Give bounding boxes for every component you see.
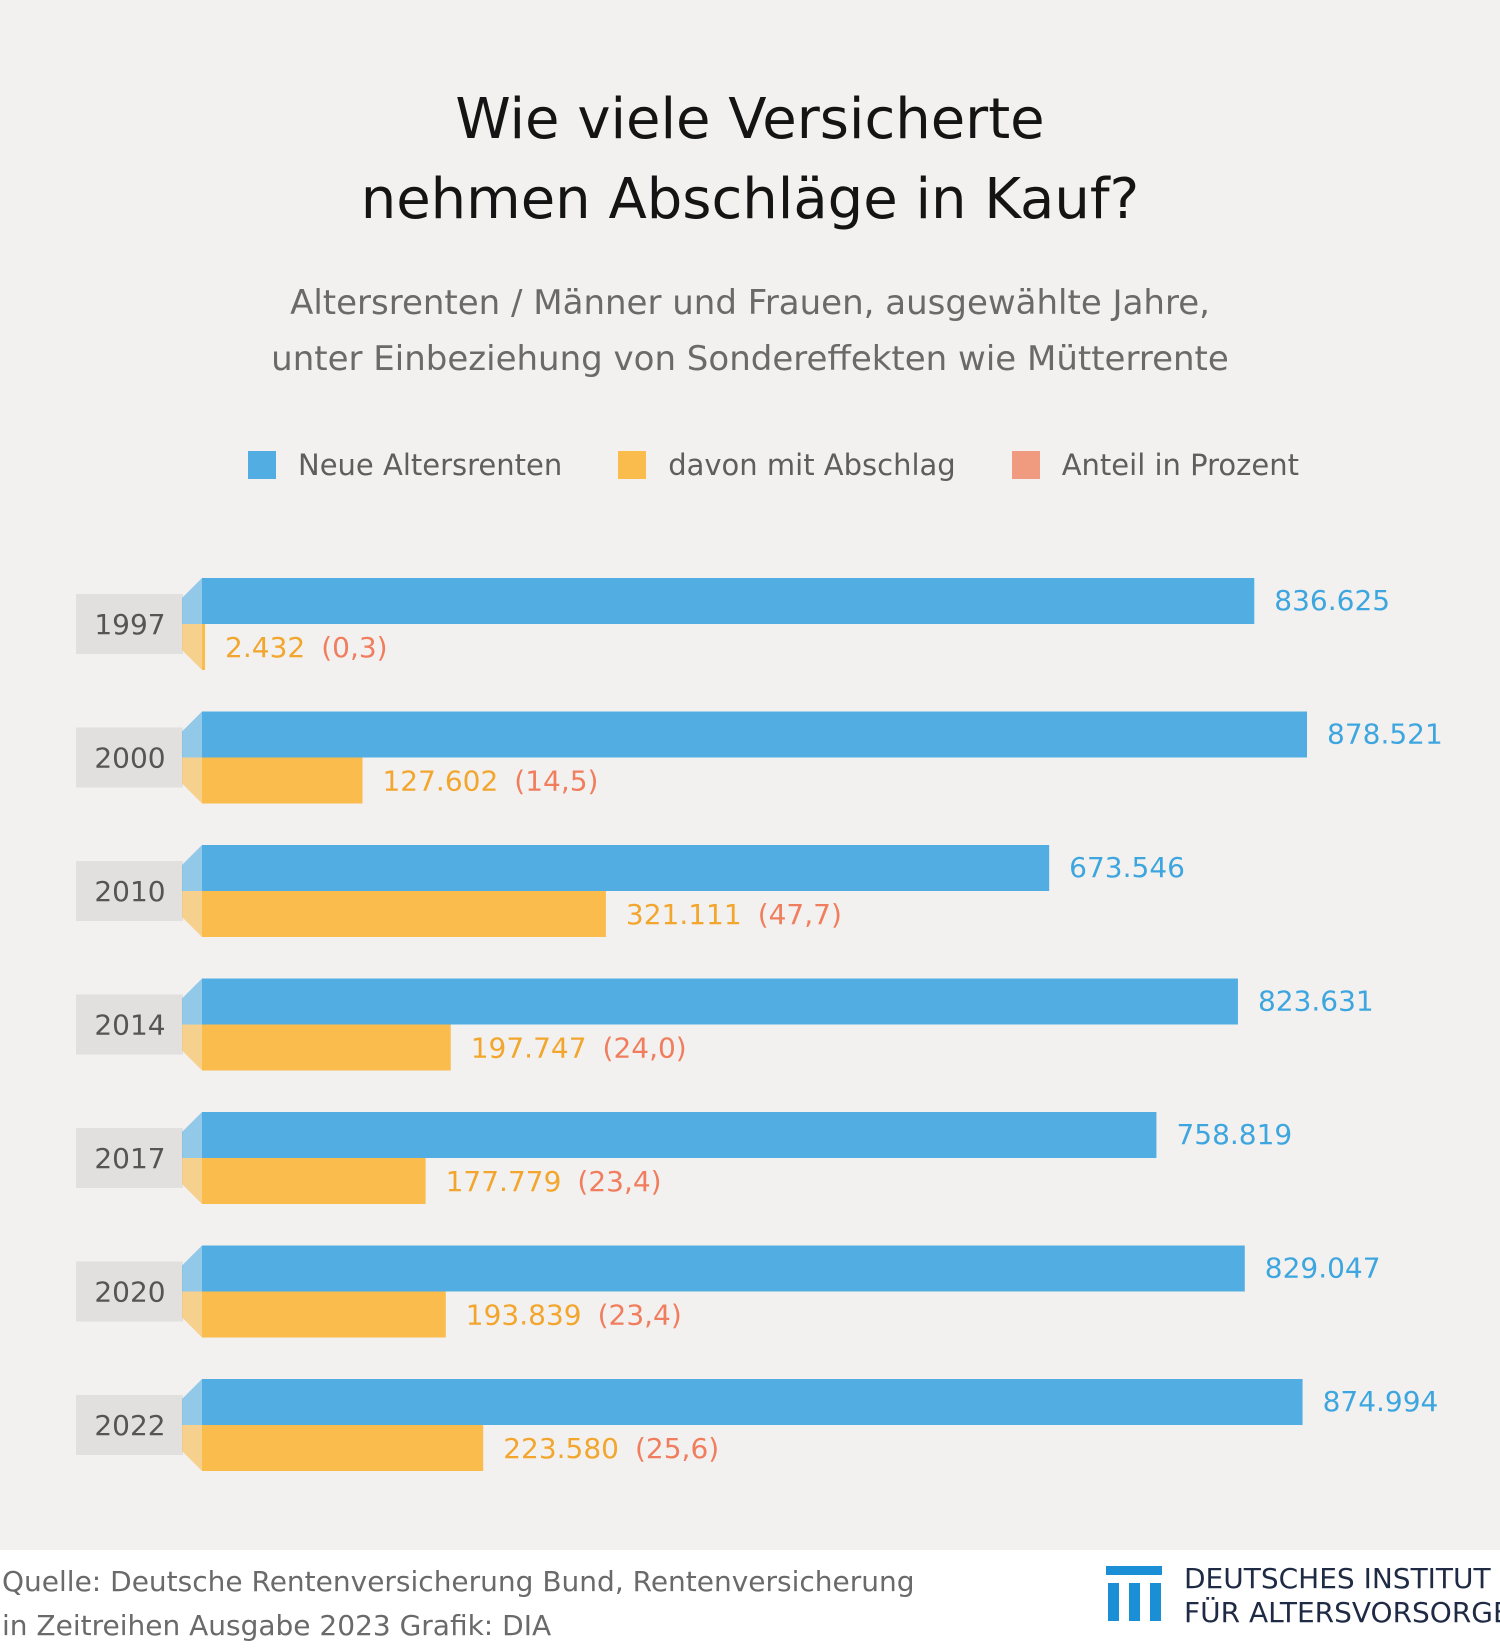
bar-neue-altersrenten	[202, 1245, 1245, 1292]
year-label-box	[76, 1261, 183, 1322]
bar-neue-altersrenten	[202, 978, 1238, 1025]
value-label-anteil-prozent: (23,4)	[577, 1165, 661, 1198]
value-label-davon-mit-abschlag: 197.747	[471, 1032, 587, 1065]
bar-davon-mit-abschlag	[202, 1425, 484, 1471]
bar-total-cap	[182, 578, 202, 624]
title-line-1: Wie viele Versicherte	[455, 87, 1045, 152]
chart-legend: Neue Altersrenten davon mit Abschlag Ant…	[248, 448, 1355, 482]
year-label: 2020	[94, 1276, 165, 1309]
bar-neue-altersrenten	[202, 845, 1050, 891]
bar-abschlag-cap	[182, 1425, 202, 1471]
year-label: 2010	[94, 875, 165, 908]
bar-abschlag-cap	[182, 1291, 202, 1338]
year-label: 2014	[94, 1009, 165, 1042]
bar-davon-mit-abschlag	[202, 1291, 446, 1338]
legend-swatch-blue	[248, 451, 276, 479]
bar-total-cap	[182, 1112, 202, 1158]
source-line-1: Quelle: Deutsche Rentenversicherung Bund…	[2, 1565, 915, 1598]
bar-total-cap	[182, 845, 202, 891]
bar-neue-altersrenten	[202, 1379, 1303, 1425]
legend-item-anteil-in-prozent: Anteil in Prozent	[1011, 448, 1299, 482]
bar-chart: 1997 836.625 2.432 (0,3) 2000 878.521 127.602 (…	[76, 578, 1443, 1471]
value-label-neue-altersrenten: 758.819	[1176, 1118, 1292, 1151]
bar-abschlag-cap	[182, 891, 202, 937]
bar-abschlag-cap	[182, 624, 202, 670]
value-label-neue-altersrenten: 673.546	[1069, 851, 1185, 884]
bar-davon-mit-abschlag	[202, 624, 206, 670]
value-label-davon-mit-abschlag: 177.779	[446, 1165, 562, 1198]
value-label-anteil-prozent: (25,6)	[635, 1432, 719, 1465]
value-label-anteil-prozent: (23,4)	[598, 1299, 682, 1332]
legend-swatch-salmon	[1011, 451, 1040, 479]
value-label-davon-mit-abschlag: 2.432	[225, 631, 305, 664]
legend-label: davon mit Abschlag	[668, 448, 956, 482]
year-label: 2017	[94, 1142, 165, 1175]
dia-logo-icon	[1106, 1566, 1162, 1621]
bar-neue-altersrenten	[202, 578, 1255, 624]
year-label-box	[76, 594, 183, 654]
bar-total-cap	[182, 711, 202, 758]
legend-item-davon-mit-abschlag: davon mit Abschlag	[618, 448, 956, 482]
year-label: 2022	[94, 1409, 165, 1442]
bar-neue-altersrenten	[202, 711, 1307, 758]
chart-title: Wie viele Versicherte nehmen Abschläge i…	[0, 80, 1500, 240]
value-label-davon-mit-abschlag: 321.111	[626, 898, 742, 931]
bar-total-cap	[182, 1379, 202, 1425]
logo-line-2: FÜR ALTERSVORSORGE	[1184, 1596, 1500, 1629]
value-label-neue-altersrenten: 829.047	[1265, 1252, 1381, 1285]
value-label-anteil-prozent: (47,7)	[758, 898, 842, 931]
value-label-neue-altersrenten: 874.994	[1323, 1385, 1439, 1418]
bar-total-cap	[182, 978, 202, 1025]
bar-abschlag-cap	[182, 757, 202, 804]
value-label-neue-altersrenten: 836.625	[1274, 584, 1390, 617]
logo-wordmark: DEUTSCHES INSTITUT FÜR ALTERSVORSORGE	[1184, 1562, 1500, 1630]
title-line-2: nehmen Abschläge in Kauf?	[360, 167, 1140, 232]
value-label-davon-mit-abschlag: 127.602	[382, 765, 498, 798]
value-label-neue-altersrenten: 878.521	[1327, 718, 1443, 751]
year-label: 2000	[94, 742, 165, 775]
subtitle-line-1: Altersrenten / Männer und Frauen, ausgew…	[290, 283, 1210, 323]
chart-subtitle: Altersrenten / Männer und Frauen, ausgew…	[0, 275, 1500, 387]
source-line-2: in Zeitreihen Ausgabe 2023 Grafik: DIA	[2, 1609, 552, 1642]
value-label-neue-altersrenten: 823.631	[1258, 985, 1374, 1018]
legend-label: Neue Altersrenten	[298, 448, 563, 482]
bar-davon-mit-abschlag	[202, 757, 363, 804]
bar-abschlag-cap	[182, 1024, 202, 1071]
legend-label: Anteil in Prozent	[1061, 448, 1299, 482]
value-label-anteil-prozent: (14,5)	[514, 765, 598, 798]
legend-item-neue-altersrenten: Neue Altersrenten	[248, 448, 562, 482]
logo-line-1: DEUTSCHES INSTITUT	[1184, 1562, 1491, 1595]
subtitle-line-2: unter Einbeziehung von Sondereffekten wi…	[271, 339, 1229, 379]
legend-swatch-orange	[618, 451, 647, 479]
year-label: 1997	[94, 608, 165, 641]
footer-source: Quelle: Deutsche Rentenversicherung Bund…	[2, 1560, 915, 1648]
value-label-davon-mit-abschlag: 223.580	[503, 1432, 619, 1465]
year-label-box	[76, 727, 183, 788]
year-label-box	[76, 1395, 183, 1455]
value-label-anteil-prozent: (0,3)	[321, 631, 387, 664]
bar-davon-mit-abschlag	[202, 891, 606, 937]
bar-abschlag-cap	[182, 1158, 202, 1204]
bar-neue-altersrenten	[202, 1112, 1157, 1158]
bar-davon-mit-abschlag	[202, 1024, 451, 1071]
year-label-box	[76, 1128, 183, 1188]
value-label-anteil-prozent: (24,0)	[603, 1032, 687, 1065]
value-label-davon-mit-abschlag: 193.839	[466, 1299, 582, 1332]
bar-davon-mit-abschlag	[202, 1158, 426, 1204]
year-label-box	[76, 861, 183, 921]
bar-total-cap	[182, 1245, 202, 1292]
year-label-box	[76, 994, 183, 1055]
